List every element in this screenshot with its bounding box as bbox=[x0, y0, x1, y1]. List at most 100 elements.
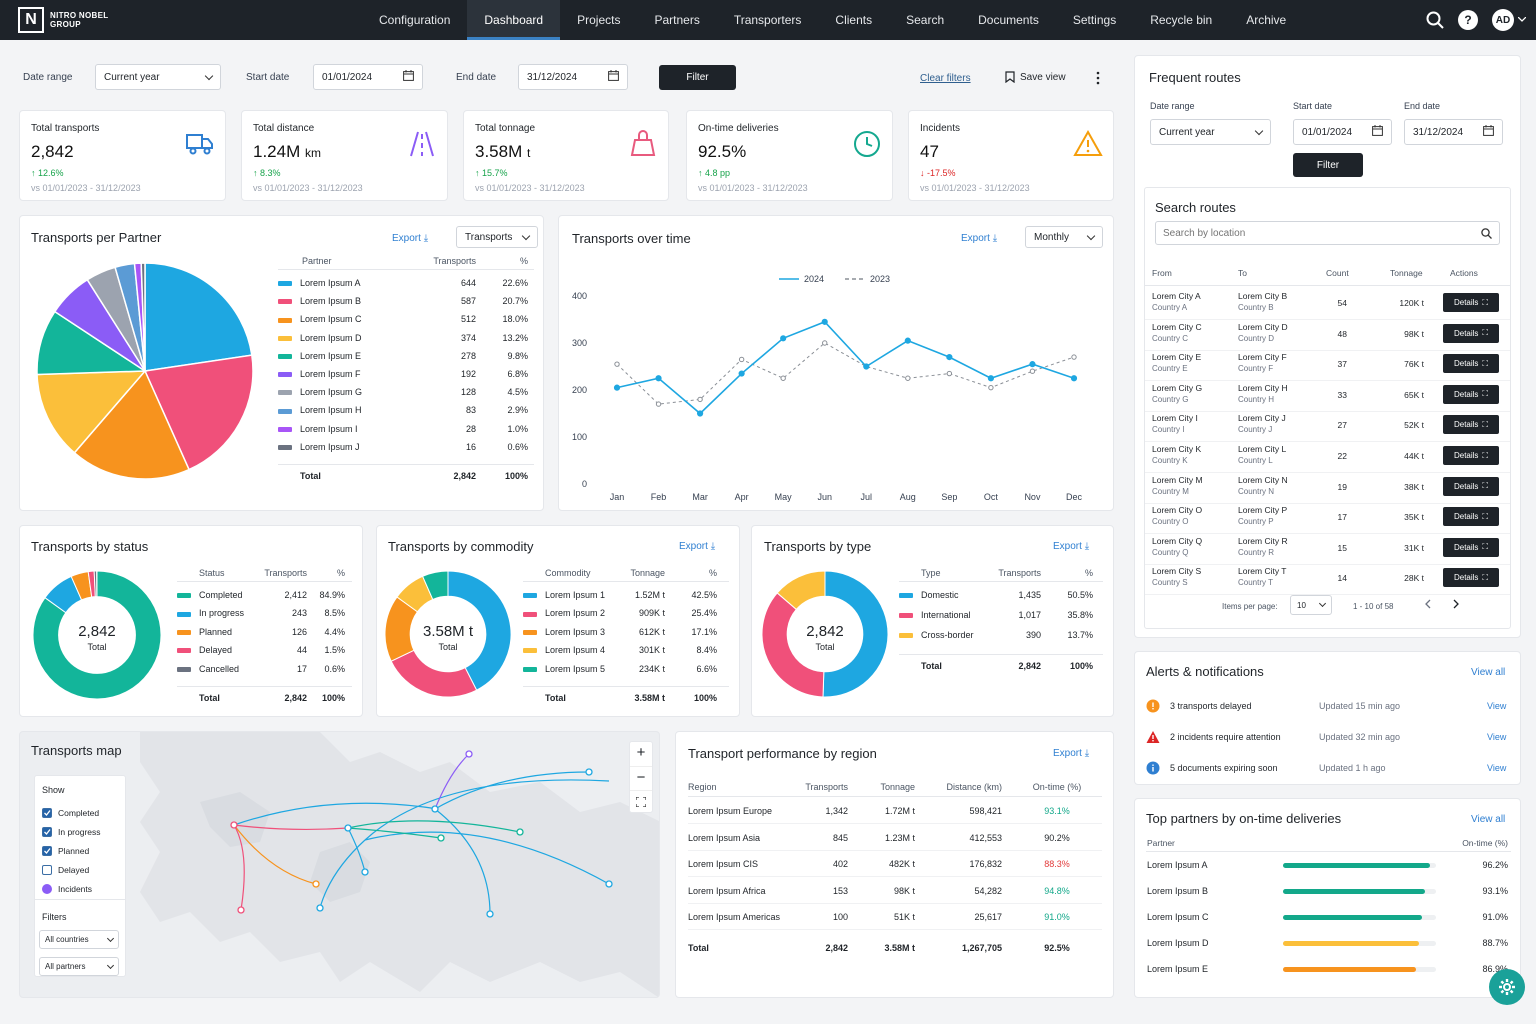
pie-slice-9[interactable] bbox=[140, 262, 146, 372]
nav-item-projects[interactable]: Projects bbox=[577, 13, 621, 27]
route-row[interactable]: Lorem City K Country K Lorem City L Country… bbox=[1145, 443, 1510, 473]
nav-item-search[interactable]: Search bbox=[906, 13, 945, 27]
donut-segment-1[interactable] bbox=[761, 592, 825, 698]
route-row[interactable]: Lorem City C Country C Lorem City D Country… bbox=[1145, 321, 1510, 351]
data-point[interactable] bbox=[1071, 354, 1077, 360]
details-button[interactable]: Details ⛶ bbox=[1443, 476, 1499, 496]
partner-row[interactable]: Lorem Ipsum C 91.0% bbox=[1147, 912, 1508, 926]
location-search-field[interactable] bbox=[1163, 227, 1463, 239]
data-point[interactable] bbox=[738, 356, 745, 363]
interval-select[interactable]: Monthly bbox=[1025, 226, 1103, 248]
details-button[interactable]: Details ⛶ bbox=[1443, 446, 1499, 465]
nav-item-documents[interactable]: Documents bbox=[978, 13, 1039, 27]
details-button[interactable]: Details ⛶ bbox=[1443, 507, 1499, 527]
date-range-select[interactable]: Current year bbox=[1150, 119, 1271, 145]
table-row[interactable]: Lorem Ipsum A 644 22.6% bbox=[278, 278, 534, 296]
nav-item-configuration[interactable]: Configuration bbox=[379, 13, 451, 27]
table-row[interactable]: Planned 126 4.4% bbox=[177, 627, 352, 645]
checkbox-checked-icon[interactable] bbox=[42, 807, 52, 818]
partners-select[interactable]: All partners bbox=[39, 957, 119, 976]
data-point[interactable] bbox=[655, 401, 662, 407]
more-options-icon[interactable] bbox=[1096, 71, 1100, 85]
previous-page-icon[interactable] bbox=[1424, 599, 1432, 609]
kpi-card-incidents[interactable]: Incidents 47 ↓ -17.5% vs 01/01/2023 - 31/12… bbox=[908, 110, 1114, 201]
nav-item-partners[interactable]: Partners bbox=[654, 13, 700, 27]
search-icon[interactable] bbox=[1426, 11, 1444, 29]
end-date-field[interactable]: 31/12/2024 bbox=[1404, 119, 1503, 145]
table-row[interactable]: Lorem Ipsum D 374 13.2% bbox=[278, 333, 534, 351]
calendar-icon[interactable] bbox=[403, 70, 414, 84]
data-point[interactable] bbox=[1029, 368, 1036, 374]
partner-row[interactable]: Lorem Ipsum E 86.9% bbox=[1147, 964, 1508, 978]
table-row[interactable]: Lorem Ipsum C 512 18.0% bbox=[278, 314, 534, 332]
data-point[interactable] bbox=[1029, 361, 1036, 368]
donut-segment-0[interactable] bbox=[822, 570, 889, 698]
search-icon[interactable] bbox=[1481, 227, 1492, 239]
table-row[interactable]: Lorem Ipsum 4 301K t 8.4% bbox=[523, 645, 729, 663]
donut-segment-4[interactable] bbox=[93, 570, 98, 598]
table-row[interactable]: International 1,017 35.8% bbox=[899, 610, 1103, 628]
data-point[interactable] bbox=[821, 318, 828, 325]
clear-filters-link[interactable]: Clear filters bbox=[920, 73, 971, 84]
kpi-card-on-time-deliveries[interactable]: On-time deliveries 92.5% ↑ 4.8 pp vs 01/01/… bbox=[686, 110, 893, 201]
table-row[interactable]: Cancelled 17 0.6% bbox=[177, 664, 352, 682]
location-search-input[interactable] bbox=[1155, 221, 1500, 245]
export-link[interactable]: Export ⤓ bbox=[961, 233, 997, 244]
map-legend-in-progress[interactable]: In progress bbox=[42, 822, 101, 841]
filter-button[interactable]: Filter bbox=[659, 65, 736, 90]
table-row[interactable]: Lorem Ipsum Americas 100 51K t 25,617 91.0% bbox=[688, 912, 1102, 930]
table-row[interactable]: In progress 243 8.5% bbox=[177, 608, 352, 626]
nav-item-settings[interactable]: Settings bbox=[1072, 13, 1117, 27]
details-button[interactable]: Details ⛶ bbox=[1443, 415, 1499, 435]
company-logo[interactable]: N NITRO NOBEL GROUP bbox=[18, 7, 108, 33]
export-link[interactable]: Export ⤓ bbox=[1053, 748, 1089, 759]
data-point[interactable] bbox=[738, 370, 745, 377]
table-row[interactable]: Lorem Ipsum G 128 4.5% bbox=[278, 387, 534, 405]
route-row[interactable]: Lorem City A Country A Lorem City B Country… bbox=[1145, 290, 1510, 320]
table-row[interactable]: Lorem Ipsum B 587 20.7% bbox=[278, 296, 534, 314]
settings-fab-button[interactable] bbox=[1489, 969, 1525, 1005]
details-button[interactable]: Details ⛶ bbox=[1443, 354, 1499, 374]
data-point[interactable] bbox=[822, 340, 828, 346]
data-point[interactable] bbox=[988, 384, 994, 391]
data-point[interactable] bbox=[696, 410, 704, 417]
details-button[interactable]: Details ⛶ bbox=[1443, 293, 1499, 312]
donut-segment-4[interactable] bbox=[421, 570, 449, 601]
data-point[interactable] bbox=[614, 361, 620, 367]
save-view-button[interactable]: Save view bbox=[1005, 71, 1066, 83]
zoom-out-button[interactable]: − bbox=[630, 766, 652, 790]
user-menu[interactable]: AD bbox=[1492, 9, 1526, 31]
table-row[interactable]: Lorem Ipsum 2 909K t 25.4% bbox=[523, 608, 729, 626]
donut-segment-0[interactable] bbox=[447, 570, 512, 691]
details-button[interactable]: Details ⛶ bbox=[1443, 323, 1499, 343]
kpi-card-total-transports[interactable]: Total transports 2,842 ↑ 12.6% vs 01/01/202… bbox=[19, 110, 226, 201]
table-row[interactable]: Lorem Ipsum Europe 1,342 1.72M t 598,421 93.… bbox=[688, 806, 1102, 824]
data-point[interactable] bbox=[905, 375, 911, 381]
data-point[interactable] bbox=[904, 337, 911, 344]
partner-row[interactable]: Lorem Ipsum B 93.1% bbox=[1147, 886, 1508, 900]
table-row[interactable]: Delayed 44 1.5% bbox=[177, 645, 352, 663]
table-row[interactable]: Lorem Ipsum I 28 1.0% bbox=[278, 424, 534, 442]
table-row[interactable]: Lorem Ipsum E 278 9.8% bbox=[278, 351, 534, 369]
route-row[interactable]: Lorem City I Country I Lorem City J Country… bbox=[1145, 412, 1510, 443]
map-legend-delayed[interactable]: Delayed bbox=[42, 860, 101, 879]
zoom-in-button[interactable]: + bbox=[636, 744, 646, 761]
table-row[interactable]: Lorem Ipsum H 83 2.9% bbox=[278, 405, 534, 423]
details-button[interactable]: Details ⛶ bbox=[1443, 537, 1499, 557]
data-point[interactable] bbox=[1070, 375, 1078, 382]
map-legend-planned[interactable]: Planned bbox=[42, 841, 101, 860]
filter-button[interactable]: Filter bbox=[1293, 153, 1363, 177]
details-button[interactable]: Details ⛶ bbox=[1443, 384, 1499, 404]
data-point[interactable] bbox=[987, 375, 995, 382]
date-range-select[interactable]: Current year bbox=[95, 64, 221, 90]
table-row[interactable]: Completed 2,412 84.9% bbox=[177, 590, 352, 608]
world-map[interactable] bbox=[20, 732, 660, 998]
alert-view-link[interactable]: View bbox=[1487, 701, 1507, 711]
route-row[interactable]: Lorem City G Country G Lorem City H Country… bbox=[1145, 382, 1510, 412]
alert-view-link[interactable]: View bbox=[1487, 763, 1507, 773]
route-row[interactable]: Lorem City Q Country Q Lorem City R Country… bbox=[1145, 535, 1510, 565]
table-row[interactable]: Domestic 1,435 50.5% bbox=[899, 590, 1103, 608]
nav-item-dashboard[interactable]: Dashboard bbox=[467, 0, 561, 40]
table-row[interactable]: Lorem Ipsum Africa 153 98K t 54,282 94.8% bbox=[688, 886, 1102, 904]
view-all-link[interactable]: View all bbox=[1471, 667, 1506, 678]
